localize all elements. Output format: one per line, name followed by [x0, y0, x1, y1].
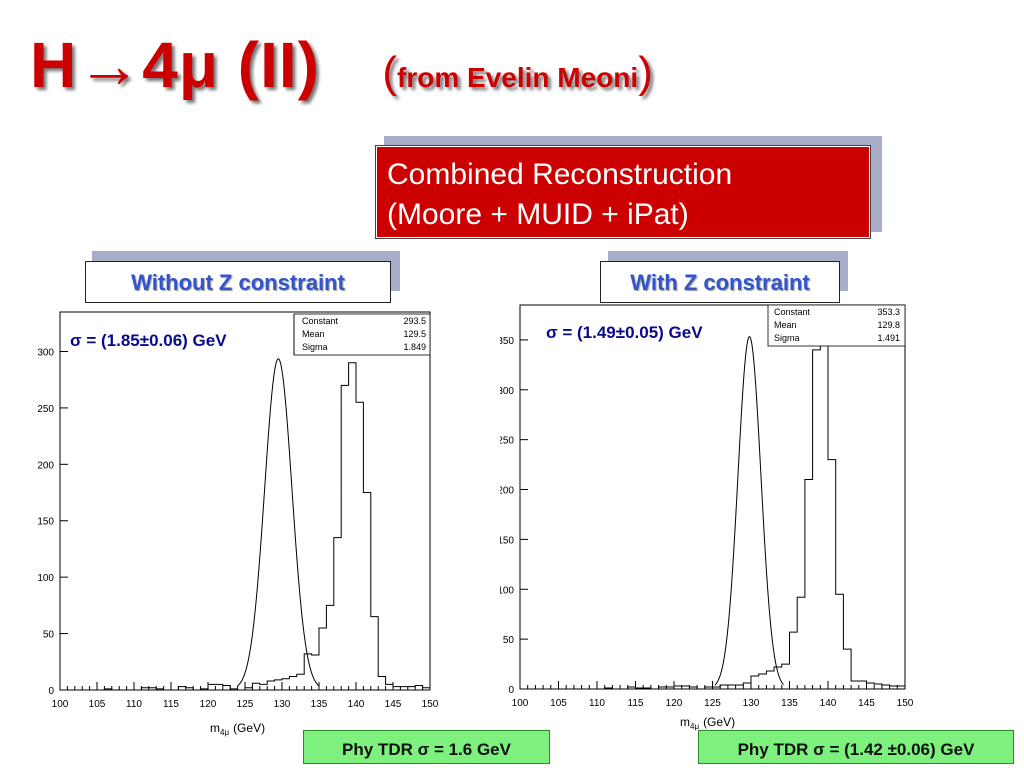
- chart-frame: [519, 304, 906, 690]
- stat-label: Mean: [302, 329, 325, 339]
- x-tick-label: 120: [200, 699, 217, 710]
- title-paren-open: (: [382, 48, 398, 97]
- stat-label: Mean: [774, 320, 797, 330]
- title-paren-close: ): [638, 48, 653, 97]
- y-tick-label: 150: [500, 535, 514, 546]
- stats-box: Constant 293.5 Mean 129.5 Sigma 1.849: [293, 313, 431, 356]
- panel-label-left: Without Z constraint: [85, 261, 391, 303]
- x-tick-label: 100: [52, 699, 69, 710]
- stat-label: Sigma: [774, 333, 800, 343]
- y-axis: 0 50 100 150 200 250 300 350: [500, 336, 528, 696]
- tdr-box-left: Phy TDR σ = 1.6 GeV: [303, 730, 550, 764]
- stat-value: 353.3: [877, 307, 900, 317]
- histogram-steps: [60, 362, 430, 691]
- y-tick-label: 150: [37, 517, 54, 528]
- chart-frame: [59, 311, 431, 691]
- gaussian-fit-curve: [714, 336, 784, 686]
- x-tick-label: 135: [311, 699, 328, 710]
- y-tick-label: 50: [503, 635, 515, 646]
- x-tick-label: 120: [666, 698, 683, 709]
- xlabel-main: m: [680, 715, 690, 729]
- xlabel-sub: 4μ: [220, 728, 229, 737]
- x-axis-label: m4μ (GeV): [210, 721, 265, 737]
- xlabel-unit: (GeV): [703, 715, 735, 729]
- x-tick-label: 105: [550, 698, 567, 709]
- stats-box: Constant 353.3 Mean 129.8 Sigma 1.491: [767, 304, 906, 347]
- x-axis-label: m4μ (GeV): [680, 715, 735, 731]
- x-tick-label: 130: [274, 699, 291, 710]
- x-tick-label: 115: [628, 698, 644, 709]
- x-tick-label: 125: [237, 699, 254, 710]
- x-tick-label: 150: [422, 699, 439, 710]
- y-tick-label: 200: [500, 486, 514, 497]
- y-tick-label: 100: [37, 573, 54, 584]
- x-tick-label: 140: [348, 699, 365, 710]
- x-tick-label: 110: [589, 698, 605, 709]
- title-source: from Evelin Meoni: [397, 62, 639, 93]
- combined-reconstruction-box: Combined Reconstruction (Moore + MUID + …: [375, 145, 871, 239]
- tdr-box-right: Phy TDR σ = (1.42 ±0.06) GeV: [698, 730, 1014, 764]
- sigma-note-left: σ = (1.85±0.06) GeV: [70, 331, 227, 350]
- stat-value: 129.5: [403, 329, 426, 339]
- xlabel-main: m: [210, 721, 220, 735]
- title-main: H→4μ (II): [30, 29, 320, 101]
- sigma-note-right: σ = (1.49±0.05) GeV: [546, 323, 703, 342]
- histogram-right: 0 50 100 150 200 250 300 350 100 105 110 115 120 125…: [500, 304, 914, 731]
- x-axis: 100 105 110 115 120 125 130 135 140 145 150: [52, 682, 439, 710]
- x-tick-label: 110: [126, 699, 142, 710]
- y-tick-label: 250: [37, 404, 54, 415]
- x-tick-label: 145: [858, 698, 875, 709]
- x-tick-label: 140: [820, 698, 837, 709]
- stat-label: Sigma: [302, 342, 328, 352]
- x-tick-label: 150: [897, 698, 914, 709]
- histogram-steps: [520, 339, 905, 690]
- y-tick-label: 100: [500, 585, 514, 596]
- combined-line2: (Moore + MUID + iPat): [387, 198, 689, 231]
- combined-line1: Combined Reconstruction: [387, 158, 733, 191]
- y-tick-label: 0: [48, 686, 54, 697]
- x-tick-label: 130: [743, 698, 760, 709]
- y-tick-label: 50: [43, 630, 55, 641]
- stat-value: 129.8: [877, 320, 900, 330]
- stat-label: Constant: [774, 307, 811, 317]
- histogram-left: 0 50 100 150 200 250 300 100 105 110 115 120 125 130…: [37, 311, 439, 737]
- stat-value: 1.849: [403, 342, 426, 352]
- y-axis: 0 50 100 150 200 250 300: [37, 347, 68, 697]
- xlabel-sub: 4μ: [690, 722, 699, 731]
- gaussian-fit-curve: [236, 358, 320, 687]
- x-tick-label: 105: [89, 699, 106, 710]
- y-tick-label: 0: [508, 685, 514, 696]
- x-tick-label: 135: [781, 698, 798, 709]
- y-tick-label: 250: [500, 436, 514, 447]
- stat-label: Constant: [302, 316, 339, 326]
- y-tick-label: 200: [37, 460, 54, 471]
- x-tick-label: 125: [704, 698, 721, 709]
- x-axis: 100 105 110 115 120 125 130 135 140 145 150: [512, 681, 914, 709]
- stat-value: 293.5: [403, 316, 426, 326]
- y-tick-label: 300: [37, 347, 54, 358]
- y-tick-label: 350: [500, 336, 514, 347]
- x-tick-label: 115: [163, 699, 179, 710]
- x-tick-label: 145: [385, 699, 402, 710]
- y-tick-label: 300: [500, 386, 514, 397]
- slide-title: H→4μ (II) (from Evelin Meoni): [30, 28, 653, 102]
- xlabel-unit: (GeV): [233, 721, 265, 735]
- panel-label-right: With Z constraint: [600, 261, 840, 303]
- stat-value: 1.491: [877, 333, 900, 343]
- x-tick-label: 100: [512, 698, 529, 709]
